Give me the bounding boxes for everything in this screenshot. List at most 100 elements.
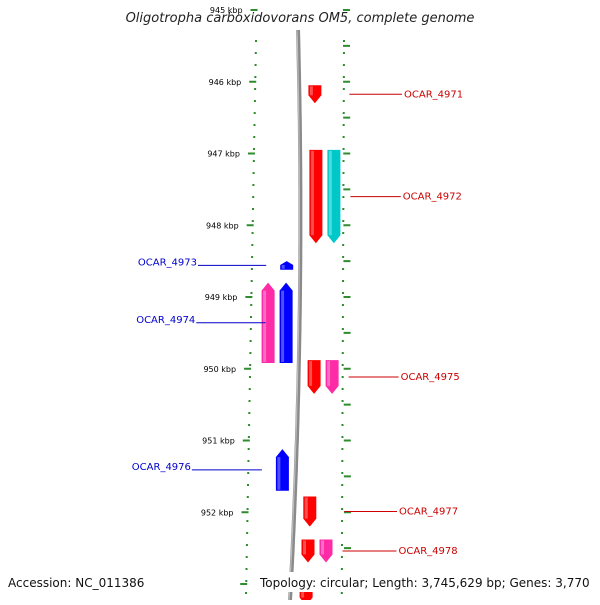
gene-highlight <box>277 457 281 490</box>
gene-ocar_4977[interactable] <box>303 496 317 527</box>
guide-dot <box>342 256 345 258</box>
gene-label-ocar_4974[interactable]: OCAR_4974 <box>136 315 195 326</box>
ruler-tick-left <box>246 224 254 227</box>
guide-dot <box>251 232 254 234</box>
gene-label-ocar_4977[interactable]: OCAR_4977 <box>399 507 458 518</box>
ruler-tick-label: 947 kbp <box>207 150 240 159</box>
guide-dot <box>341 484 344 486</box>
guide-dot <box>249 340 252 342</box>
guide-dot <box>342 232 345 234</box>
guide-dot <box>342 160 345 162</box>
gene-ocar_4974[interactable] <box>279 282 293 363</box>
ruler-tick-left <box>245 296 253 298</box>
map-title: Oligotropha carboxidovorans OM5, complet… <box>126 11 475 26</box>
footer-right-bg <box>256 572 600 592</box>
guide-dot <box>247 484 250 486</box>
guide-dot <box>342 88 345 90</box>
guide-dot <box>341 352 344 354</box>
ruler-half-tick <box>343 116 351 119</box>
guide-dot <box>341 376 344 378</box>
gene-ocar_4978[interactable] <box>301 539 315 563</box>
guide-dot <box>246 496 249 498</box>
guide-dot <box>341 400 344 402</box>
gene-highlight <box>303 540 307 555</box>
guide-dot <box>250 268 253 270</box>
gene-label-ocar_4972[interactable]: OCAR_4972 <box>403 192 462 203</box>
ruler-half-tick <box>343 188 351 191</box>
guide-dot <box>341 532 344 534</box>
ruler-tick-right <box>343 439 351 442</box>
gene-ocar_4972[interactable] <box>309 149 323 244</box>
ruler-tick-right <box>343 296 351 298</box>
guide-dot <box>247 448 250 450</box>
ruler-tick-left <box>240 583 248 585</box>
guide-dot <box>250 304 253 306</box>
guide-dot <box>252 196 255 198</box>
ruler-half-tick <box>343 260 351 263</box>
guide-dot <box>250 316 253 318</box>
gene-label-ocar_4978[interactable]: OCAR_4978 <box>399 546 458 557</box>
gene-label-ocar_4971[interactable]: OCAR_4971 <box>404 89 463 100</box>
ruler-half-tick <box>344 547 352 550</box>
ruler-tick-label: 946 kbp <box>209 78 242 87</box>
gene-ocar_4972b[interactable] <box>327 149 341 244</box>
ruler-tick-left <box>242 439 250 442</box>
guide-dot <box>254 76 257 78</box>
ruler-tick-right <box>343 152 351 155</box>
guide-dot <box>342 196 345 198</box>
ruler-tick-right <box>343 224 351 227</box>
guide-dot <box>342 220 345 222</box>
guide-dot <box>342 172 345 174</box>
gene-label-ocar_4976[interactable]: OCAR_4976 <box>132 462 191 473</box>
guide-dot <box>342 184 345 186</box>
gene-features <box>261 85 341 605</box>
guide-dot <box>342 124 345 126</box>
guide-dot <box>342 112 345 114</box>
gene-ocar_4975[interactable] <box>307 360 321 394</box>
gene-highlight <box>281 264 285 269</box>
gene-ocar_4973[interactable] <box>280 261 294 270</box>
ruler-tick-right <box>342 9 350 11</box>
gene-ocar_4971[interactable] <box>308 85 322 104</box>
gene-highlight <box>310 150 314 236</box>
gene-label-ocar_4973[interactable]: OCAR_4973 <box>138 257 197 268</box>
gene-highlight <box>309 361 313 386</box>
guide-dot <box>341 340 344 342</box>
guide-dot <box>341 304 344 306</box>
ruler-tick-left <box>241 511 249 514</box>
guide-dot <box>342 148 345 150</box>
ruler-tick-label: 950 kbp <box>203 365 236 374</box>
guide-dot <box>342 208 345 210</box>
ruler-half-tick <box>343 331 351 334</box>
guide-dot <box>245 544 248 546</box>
backbone <box>288 29 303 601</box>
guide-dot <box>341 448 344 450</box>
gene-ocar_4975b[interactable] <box>325 360 339 394</box>
guide-dot <box>342 244 345 246</box>
accession-text: Accession: NC_011386 <box>8 576 144 590</box>
guide-dot <box>245 568 248 570</box>
guide-dot <box>341 316 344 318</box>
guide-dot <box>253 100 256 102</box>
guide-dot <box>340 592 343 594</box>
gene-ocar_4974b[interactable] <box>261 282 275 363</box>
guide-dot <box>248 400 251 402</box>
guide-dot <box>341 436 344 438</box>
guide-dot <box>252 160 255 162</box>
guide-dot <box>342 268 345 270</box>
guide-dot <box>253 112 256 114</box>
gene-ocar_4978b[interactable] <box>319 539 333 563</box>
guide-dot <box>341 520 344 522</box>
guide-dot <box>341 328 344 330</box>
gene-highlight <box>263 290 267 363</box>
ruler-tick-label: 952 kbp <box>201 508 234 517</box>
guide-dot <box>250 292 253 294</box>
gene-label-ocar_4975[interactable]: OCAR_4975 <box>401 372 460 383</box>
gene-ocar_4976[interactable] <box>275 449 289 491</box>
guide-dot <box>342 52 345 54</box>
guide-dot <box>245 580 248 582</box>
guide-dot <box>249 352 252 354</box>
guide-dot <box>247 472 250 474</box>
